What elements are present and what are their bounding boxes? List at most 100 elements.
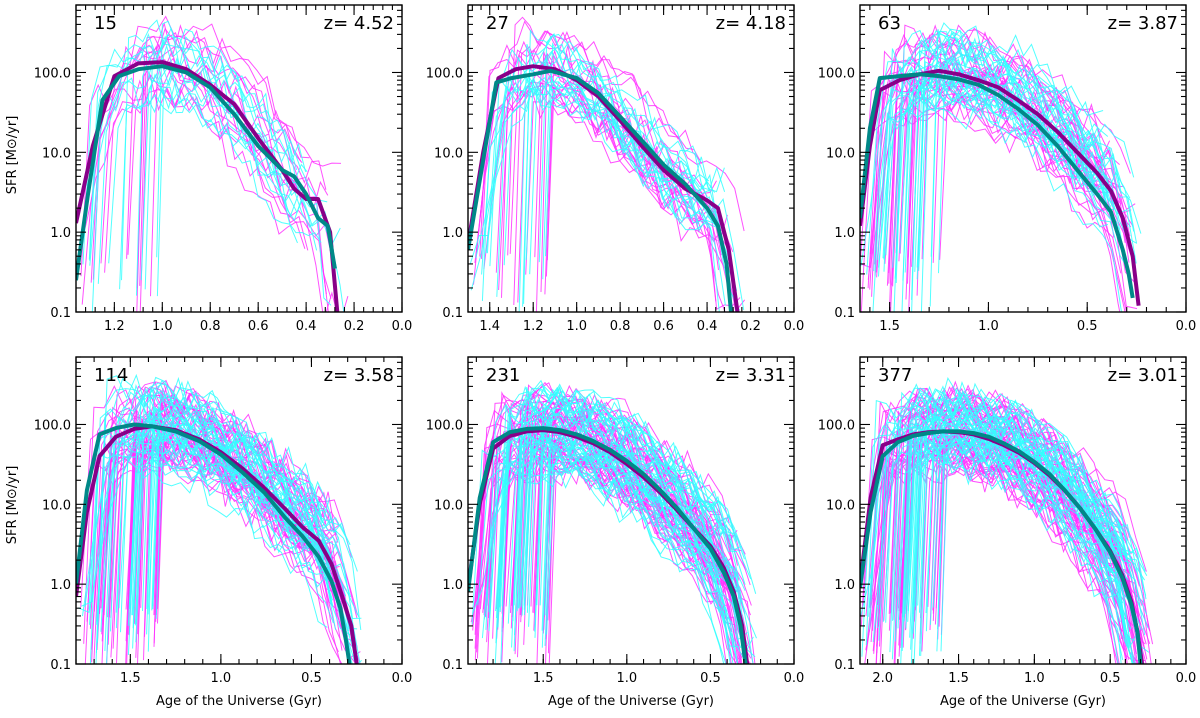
y-tick-label: 1.0: [834, 226, 855, 241]
y-tick-label: 0.1: [50, 306, 71, 321]
individual-track-magenta: [139, 45, 349, 312]
x-tick-label: 1.5: [879, 319, 900, 334]
redshift-label: z= 3.58: [324, 365, 394, 386]
y-tick-label: 10.0: [434, 498, 463, 513]
y-axis-label-bottom: SFR [M⊙/yr]: [5, 466, 20, 545]
x-tick-label: 1.2: [523, 319, 544, 334]
x-tick-label: 0.5: [700, 671, 721, 686]
y-tick-label: 10.0: [42, 146, 71, 161]
y-tick-label: 1.0: [50, 226, 71, 241]
individual-track-cyan: [893, 81, 1109, 312]
individual-track-magenta: [932, 39, 1134, 263]
individual-track-cyan: [518, 454, 725, 664]
individual-track-cyan: [910, 442, 1126, 650]
x-tick-label: 0.8: [610, 319, 631, 334]
individual-track-cyan: [542, 84, 721, 280]
galaxy-count-label: 15: [94, 13, 117, 34]
plot-area: [860, 22, 1142, 312]
y-tick-label: 10.0: [826, 498, 855, 513]
redshift-label: z= 3.87: [1108, 13, 1178, 34]
y-tick-label: 1.0: [442, 226, 463, 241]
x-tick-label: 1.5: [948, 671, 969, 686]
individual-track-cyan: [541, 406, 742, 631]
x-axis-label-left: Age of the Universe (Gyr): [156, 694, 322, 709]
individual-track-magenta: [100, 15, 342, 264]
x-tick-label: 1.2: [104, 319, 125, 334]
x-tick-label: 0.6: [248, 319, 269, 334]
panel-frame: [859, 356, 1187, 665]
individual-track-cyan: [911, 22, 1122, 300]
individual-track-cyan: [498, 390, 738, 611]
x-tick-label: 1.5: [533, 671, 554, 686]
individual-track-cyan: [860, 410, 1149, 629]
individual-track-cyan: [96, 373, 351, 643]
individual-track-magenta: [495, 453, 736, 664]
series-median-purple: [76, 60, 340, 312]
individual-track-magenta: [874, 32, 1124, 277]
redshift-label: z= 4.52: [324, 13, 394, 34]
y-tick-label: 0.1: [50, 658, 71, 673]
panel-1: 1.2 1.0 0.8 0.6 0.4 0.2 0.0 0.1 1.0 10.0 100.0 15 z=…: [34, 4, 413, 334]
panel-2: 1.4 1.2 1.0 0.8 0.6 0.4 0.2 0.0 0.1 1.0 10.0 100.0 2…: [426, 4, 805, 334]
individual-track-cyan: [104, 387, 351, 652]
series-median-teal: [860, 429, 1143, 664]
series-median-teal: [468, 426, 748, 664]
series-median-purple: [860, 68, 1141, 306]
x-tick-label: 1.4: [479, 319, 500, 334]
panel-6: 2.0 1.5 1.0 0.5 0.0 0.1 1.0 10.0 100.0 377 z= 3.01: [818, 356, 1196, 686]
x-tick-label: 1.0: [616, 671, 637, 686]
individual-track-cyan: [525, 49, 716, 260]
x-tick-label: 0.0: [392, 319, 413, 334]
individual-track-cyan: [868, 421, 1129, 607]
galaxy-count-label: 27: [486, 13, 509, 34]
x-tick-label: 0.2: [344, 319, 365, 334]
individual-track-cyan: [895, 25, 1104, 284]
panel-3: 1.5 1.0 0.5 0.0 0.1 1.0 10.0 100.0 63 z= 3.87: [818, 4, 1196, 334]
individual-track-cyan: [546, 457, 727, 664]
individual-track-cyan: [483, 453, 737, 620]
y-tick-label: 10.0: [826, 146, 855, 161]
individual-track-cyan: [488, 427, 728, 613]
individual-track-magenta: [546, 53, 717, 261]
individual-track-cyan: [877, 97, 1130, 272]
y-tick-label: 0.1: [834, 658, 855, 673]
x-tick-label: 0.0: [784, 319, 805, 334]
individual-track-cyan: [925, 382, 1138, 632]
individual-track-cyan: [130, 387, 329, 609]
x-tick-label: 0.5: [1100, 671, 1121, 686]
individual-track-cyan: [912, 421, 1126, 632]
x-axis-label-right: Age of the Universe (Gyr): [940, 694, 1106, 709]
individual-track-cyan: [523, 440, 733, 616]
panel-frame: [467, 356, 795, 665]
x-tick-label: 1.5: [120, 671, 141, 686]
x-tick-label: 0.6: [653, 319, 674, 334]
individual-track-cyan: [932, 429, 1148, 615]
series-median-teal: [860, 72, 1135, 299]
x-tick-label: 2.0: [872, 671, 893, 686]
individual-track-cyan: [146, 381, 331, 610]
individual-track-magenta: [875, 438, 1140, 664]
individual-track-cyan: [905, 438, 1124, 661]
y-tick-label: 100.0: [818, 66, 855, 81]
individual-track-cyan: [489, 56, 720, 312]
individual-track-magenta: [879, 394, 1149, 647]
individual-track-magenta: [498, 30, 745, 291]
x-tick-label: 1.0: [566, 319, 587, 334]
y-tick-label: 100.0: [426, 66, 463, 81]
plot-area: [468, 16, 746, 312]
panel-frame: [467, 4, 795, 313]
individual-track-magenta: [136, 46, 332, 299]
individual-track-magenta: [495, 88, 726, 273]
x-tick-label: 0.5: [1077, 319, 1098, 334]
x-tick-label: 0.0: [784, 671, 805, 686]
individual-track-cyan: [917, 30, 1104, 267]
individual-track-cyan: [529, 77, 726, 306]
x-tick-label: 0.8: [200, 319, 221, 334]
redshift-label: z= 3.31: [716, 365, 786, 386]
x-axis-label-middle: Age of the Universe (Gyr): [548, 694, 714, 709]
series-median-purple: [468, 64, 740, 312]
series-median-purple: [76, 424, 359, 664]
galaxy-count-label: 63: [878, 13, 901, 34]
plot-area: [860, 376, 1154, 664]
